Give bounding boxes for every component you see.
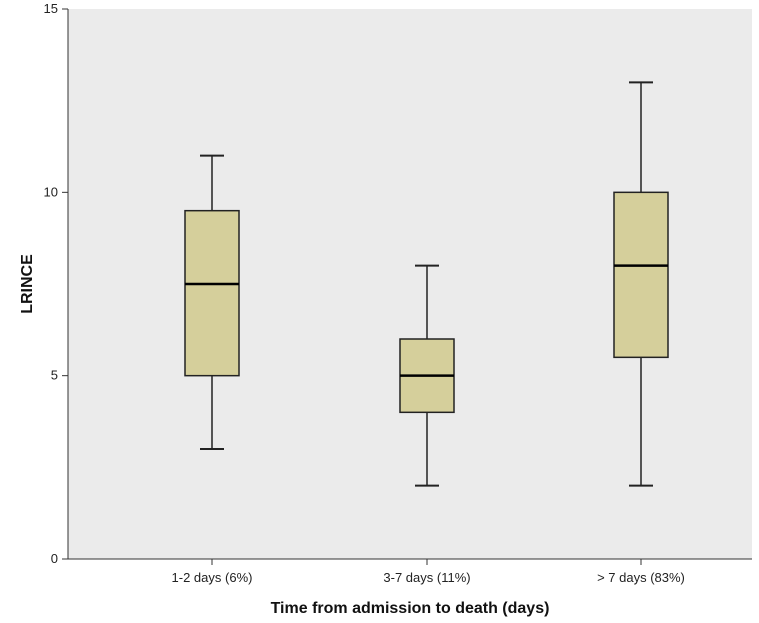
x-axis-title: Time from admission to death (days)	[271, 600, 550, 617]
x-tick-label: 3-7 days (11%)	[383, 570, 470, 585]
y-tick-label: 10	[44, 184, 58, 199]
y-axis: 0 5 10 15	[44, 1, 69, 566]
box-2	[399, 264, 455, 487]
y-tick-label: 5	[51, 368, 58, 383]
x-tick-label: 1-2 days (6%)	[172, 570, 253, 585]
iqr-box	[613, 191, 669, 359]
y-axis-title: LRINCE	[19, 254, 36, 314]
boxes-group	[184, 81, 669, 487]
x-axis: 1-2 days (6%) 3-7 days (11%) > 7 days (83%…	[68, 558, 752, 585]
box-1	[184, 154, 240, 450]
y-tick-label: 0	[51, 551, 58, 566]
box-3	[613, 81, 669, 487]
iqr-box	[184, 209, 240, 377]
x-tick-label: > 7 days (83%)	[597, 570, 685, 585]
y-tick-label: 15	[44, 1, 58, 16]
